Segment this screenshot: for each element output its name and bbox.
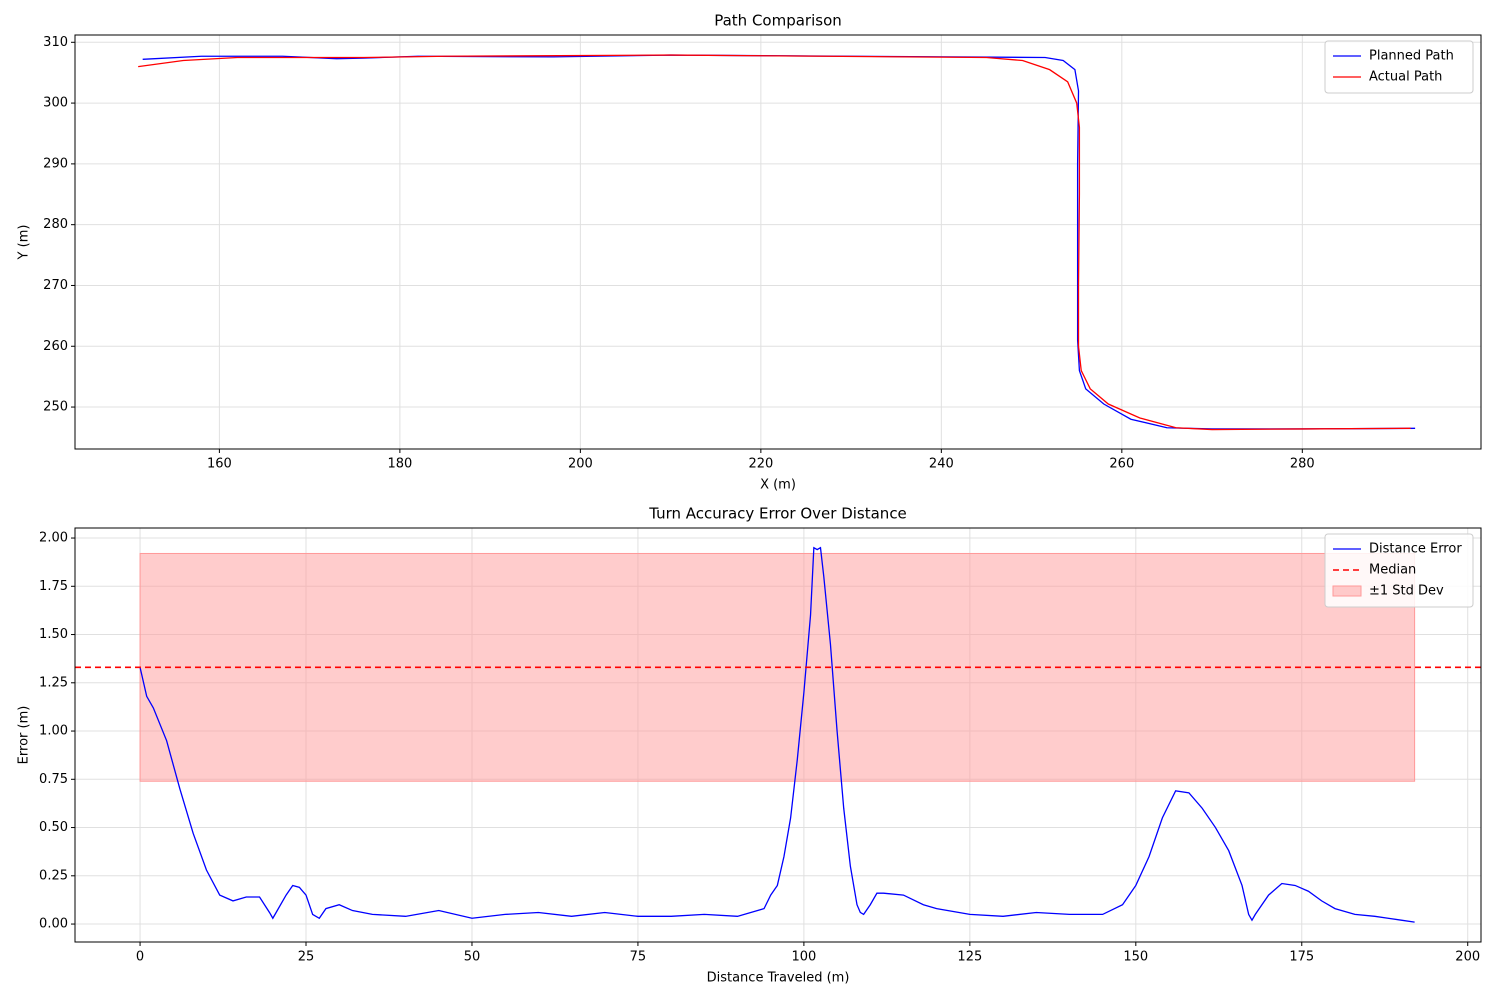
legend-label: Actual Path — [1369, 70, 1442, 85]
x-tick-label: 50 — [464, 950, 481, 965]
axes-frame — [74, 527, 1482, 943]
y-tick-label: 0.50 — [39, 820, 68, 835]
x-tick-label: 260 — [1109, 457, 1134, 472]
legend-swatch — [1332, 585, 1362, 597]
y-tick-label: 0.75 — [39, 772, 68, 787]
chart: Path Comparison X (m) Y (m) 160 180 200 220 240… — [17, 12, 1482, 493]
y-tick-label: 1.00 — [39, 724, 68, 739]
data-line — [138, 54, 1411, 431]
x-tick-label: 125 — [957, 950, 982, 965]
y-tick-label: 290 — [43, 156, 68, 171]
data-line — [139, 546, 1415, 923]
x-axis-label: Distance Traveled (m) — [707, 971, 850, 986]
x-tick-label: 150 — [1123, 950, 1148, 965]
chart-title: Path Comparison — [714, 12, 842, 30]
y-tick-label: 1.75 — [39, 579, 68, 594]
x-tick-label: 280 — [1290, 457, 1315, 472]
x-tick-label: 25 — [298, 950, 315, 965]
y-axis-label: Error (m) — [17, 706, 32, 765]
legend-label: Median — [1369, 563, 1416, 578]
y-tick-label: 0.00 — [39, 917, 68, 932]
x-tick-label: 180 — [387, 457, 412, 472]
y-tick-label: 300 — [43, 96, 68, 111]
legend-box — [1324, 40, 1474, 94]
data-line — [142, 54, 1416, 430]
y-tick-label: 280 — [43, 217, 68, 232]
y-tick-label: 250 — [43, 400, 68, 415]
legend-box — [1324, 533, 1474, 608]
y-tick-label: 1.25 — [39, 675, 68, 690]
x-tick-label: 160 — [207, 457, 232, 472]
x-tick-label: 240 — [929, 457, 954, 472]
legend-label: Distance Error — [1369, 542, 1462, 557]
y-tick-label: 0.25 — [39, 868, 68, 883]
x-tick-label: 75 — [630, 950, 647, 965]
x-tick-label: 175 — [1289, 950, 1314, 965]
y-axis-label: Y (m) — [17, 225, 32, 261]
chart: Turn Accuracy Error Over Distance Distanc… — [17, 505, 1482, 986]
legend: Planned Path Actual Path — [1324, 40, 1474, 94]
legend: Distance Error Median ±1 Std Dev — [1324, 533, 1474, 608]
x-tick-label: 100 — [791, 950, 816, 965]
x-tick-label: 200 — [1455, 950, 1480, 965]
y-tick-label: 1.50 — [39, 627, 68, 642]
chart-title: Turn Accuracy Error Over Distance — [648, 505, 907, 523]
legend-label: Planned Path — [1369, 49, 1454, 64]
x-tick-label: 220 — [748, 457, 773, 472]
y-tick-label: 270 — [43, 278, 68, 293]
y-tick-label: 260 — [43, 339, 68, 354]
y-tick-label: 310 — [43, 35, 68, 50]
y-tick-label: 2.00 — [39, 531, 68, 546]
legend-label: ±1 Std Dev — [1369, 584, 1444, 599]
axes-frame — [74, 34, 1482, 450]
x-tick-label: 0 — [136, 950, 144, 965]
x-axis-label: X (m) — [760, 478, 796, 493]
x-tick-label: 200 — [568, 457, 593, 472]
